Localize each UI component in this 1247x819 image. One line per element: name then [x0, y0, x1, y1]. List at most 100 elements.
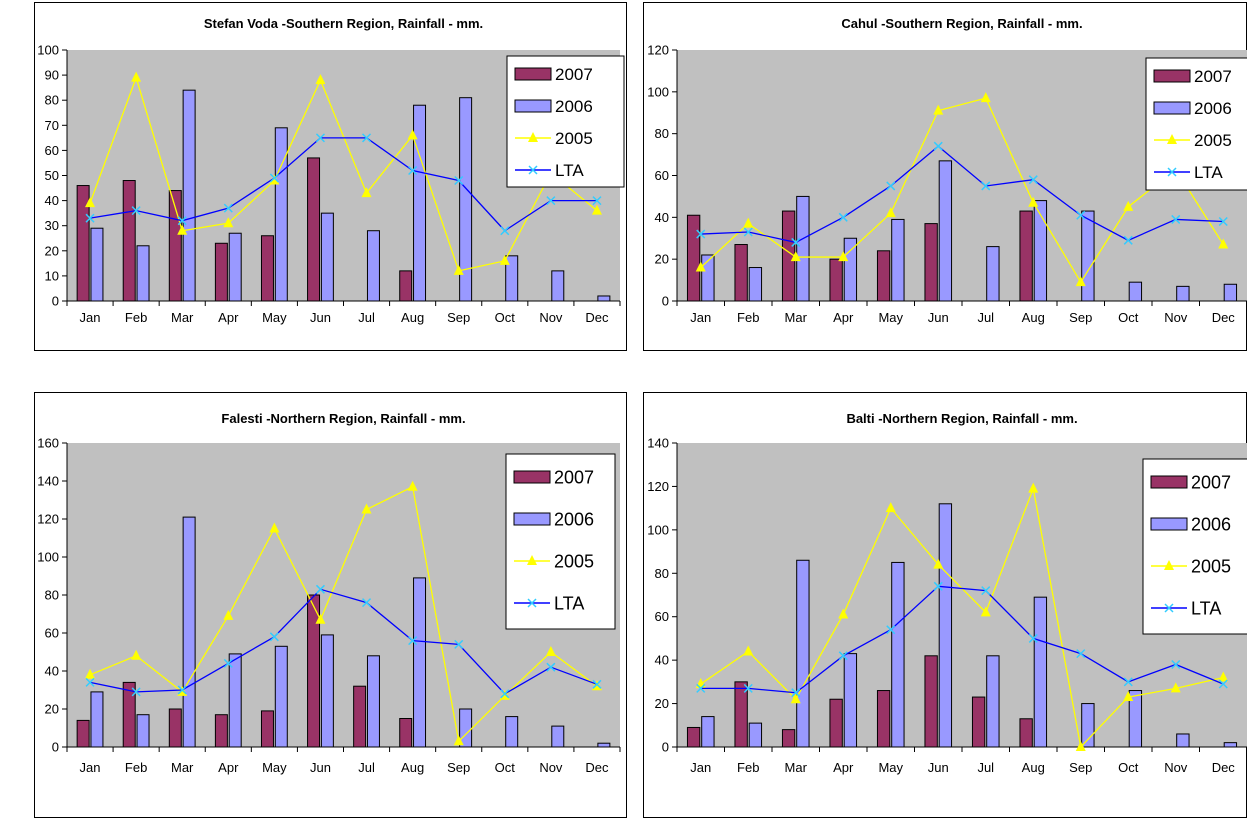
legend-item-2006: 2006 — [1153, 99, 1232, 118]
y-tick-label: 60 — [45, 626, 59, 641]
bar-2006 — [748, 722, 763, 748]
bar-2006 — [182, 516, 196, 748]
bar-2006 — [413, 577, 427, 748]
y-tick-label: 0 — [662, 740, 669, 755]
bar-2006 — [228, 653, 242, 748]
bar-2006 — [1223, 742, 1238, 748]
bar-2007 — [76, 185, 90, 302]
y-tick-label: 80 — [45, 93, 59, 108]
y-tick-label: 40 — [45, 664, 59, 679]
point-2005 — [407, 480, 418, 491]
bar-2006 — [136, 245, 150, 302]
point-lta — [131, 206, 141, 216]
y-tick-label: 160 — [37, 436, 59, 451]
x-tick-label: Mar — [171, 760, 194, 775]
legend-label: 2005 — [1194, 131, 1232, 150]
y-tick-label: 40 — [655, 653, 669, 668]
y-tick-label: 80 — [45, 588, 59, 603]
x-tick-label: Oct — [1118, 760, 1139, 775]
point-lta — [131, 687, 141, 697]
point-lta — [500, 226, 510, 236]
y-tick-label: 20 — [655, 696, 669, 711]
point-lta — [408, 165, 418, 176]
y-tick-label: 60 — [655, 168, 669, 183]
legend-item-2007: 2007 — [514, 65, 593, 84]
y-tick-label: 120 — [37, 512, 59, 527]
chart-svg-balti: Balti -Northern Region, Rainfall - mm. 0 2… — [647, 411, 1247, 775]
point-2005 — [545, 646, 556, 656]
bar-2006 — [597, 742, 611, 748]
bar-2006 — [748, 267, 763, 302]
bar-2007 — [734, 244, 748, 302]
y-tick-label: 40 — [45, 193, 59, 208]
point-2005 — [453, 735, 464, 746]
y-tick-label: 60 — [655, 609, 669, 624]
bar-2006 — [1176, 733, 1190, 748]
y-tick-label: 80 — [655, 126, 669, 141]
legend-item-2005: 2005 — [514, 551, 594, 571]
point-2005 — [838, 251, 849, 262]
legend-item-2005: 2005 — [1151, 556, 1231, 576]
bar-2007 — [1019, 210, 1033, 302]
x-tick-label: Sep — [447, 760, 470, 775]
point-lta — [269, 632, 279, 642]
chart-stefan-voda: Stefan Voda -Southern Region, Rainfall -… — [34, 2, 627, 351]
bar-2006 — [366, 230, 380, 302]
point-lta — [1123, 677, 1133, 687]
point-2005 — [361, 503, 372, 514]
x-tick-label: Dec — [1212, 310, 1236, 325]
point-lta — [1076, 649, 1086, 659]
bar-2007 — [686, 214, 701, 302]
bar-2006 — [274, 127, 288, 302]
legend-label: 2005 — [555, 129, 593, 148]
bar-2007 — [399, 718, 413, 748]
chart-svg-cahul: Cahul -Southern Region, Rainfall - mm. 0 2… — [647, 16, 1247, 325]
point-2005 — [1170, 682, 1181, 693]
y-tick-label: 60 — [45, 143, 59, 158]
bar-2007 — [876, 690, 891, 748]
x-tick-label: Nov — [1164, 310, 1188, 325]
y-tick-label: 120 — [647, 43, 669, 58]
x-tick-label: Feb — [125, 760, 147, 775]
point-lta — [1076, 210, 1086, 220]
bar-2007 — [168, 708, 182, 748]
chart-title: Balti -Northern Region, Rainfall - mm. — [846, 411, 1077, 426]
bar-2006 — [843, 237, 858, 302]
x-tick-label: Apr — [218, 760, 239, 775]
bar-2006 — [1128, 281, 1143, 302]
bar-2006 — [597, 295, 611, 302]
point-2005 — [790, 693, 801, 704]
chart-svg-falesti: Falesti -Northern Region, Rainfall - mm.… — [37, 411, 621, 775]
bar-2006 — [182, 89, 196, 302]
point-lta — [696, 229, 706, 239]
point-lta — [454, 639, 464, 649]
y-tick-label: 10 — [45, 268, 59, 283]
legend-label: 2006 — [1194, 99, 1232, 118]
legend-swatch — [514, 67, 552, 81]
x-tick-label: Dec — [585, 760, 609, 775]
x-tick-label: Nov — [539, 760, 563, 775]
bar-2007 — [122, 681, 136, 748]
bar-2006 — [413, 104, 427, 302]
point-2005 — [315, 613, 326, 624]
legend: 2007 2006 2005 LTA — [506, 55, 625, 188]
x-tick-label: Oct — [495, 310, 516, 325]
bar-2006 — [1176, 285, 1190, 302]
point-2005 — [838, 608, 849, 619]
legend-item-lta: LTA — [1154, 163, 1223, 182]
x-tick-label: Jan — [690, 310, 711, 325]
point-lta — [1171, 659, 1181, 670]
legend-label: 2005 — [554, 551, 594, 571]
bar-2006 — [90, 691, 104, 748]
legend-label: 2007 — [1194, 67, 1232, 86]
chart-title: Cahul -Southern Region, Rainfall - mm. — [841, 16, 1082, 31]
bar-2006 — [891, 561, 905, 748]
legend-item-2007: 2007 — [1150, 472, 1231, 492]
chart-balti: Balti -Northern Region, Rainfall - mm. 0 2… — [643, 392, 1247, 818]
bar-2007 — [781, 729, 796, 748]
point-2005 — [177, 224, 188, 235]
bar-2007 — [214, 242, 228, 302]
bar-2007 — [924, 655, 938, 748]
legend-item-lta: LTA — [515, 161, 584, 180]
legend-item-2006: 2006 — [513, 509, 594, 529]
